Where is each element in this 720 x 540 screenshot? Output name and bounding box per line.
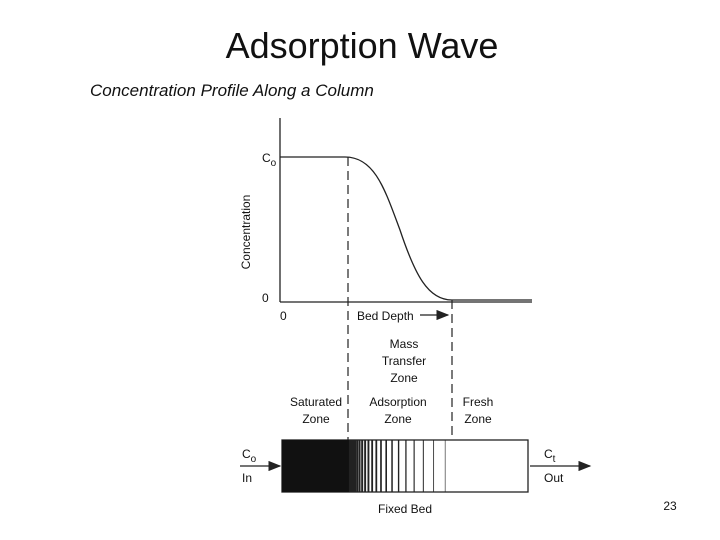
bed-label: Fixed Bed — [378, 502, 432, 516]
y-bottom-label: 0 — [262, 291, 269, 305]
adsorption-region — [348, 440, 446, 492]
title: Adsorption Wave — [226, 25, 499, 66]
zone-line: Zone — [384, 412, 412, 426]
x-origin: 0 — [280, 309, 287, 323]
mtz-line: Transfer — [382, 354, 426, 368]
page-number: 23 — [663, 499, 677, 513]
zone-line: Saturated — [290, 395, 342, 409]
outlet-text: Out — [544, 471, 564, 485]
zone-line: Adsorption — [369, 395, 426, 409]
zone-line: Zone — [464, 412, 492, 426]
outlet-label: Ct — [544, 447, 556, 465]
mtz-line: Zone — [390, 371, 418, 385]
y-top-label: Co — [262, 151, 277, 169]
zone-line: Zone — [302, 412, 330, 426]
x-axis-label: Bed Depth — [357, 309, 414, 323]
mtz-label: Mass Transfer Zone — [382, 337, 426, 385]
zone-labels: Saturated Zone Adsorption Zone Fresh Zone — [290, 395, 493, 426]
saturated-region — [282, 440, 350, 492]
mtz-line: Mass — [390, 337, 419, 351]
inlet-text: In — [242, 471, 252, 485]
y-axis-label: Concentration — [239, 195, 253, 270]
profile-curve — [280, 156, 532, 301]
zone-line: Fresh — [463, 395, 494, 409]
inlet-label: Co — [242, 447, 257, 465]
caption: Concentration Profile Along a Column — [90, 81, 374, 100]
